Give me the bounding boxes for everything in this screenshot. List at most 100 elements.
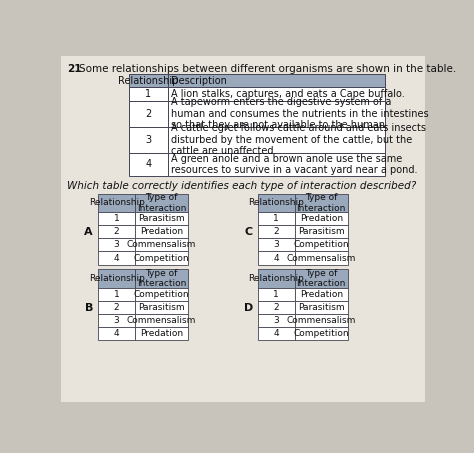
Text: Parasitism: Parasitism	[298, 227, 345, 236]
Text: 2: 2	[273, 227, 279, 236]
Bar	[135, 288, 188, 301]
Text: 3: 3	[114, 241, 119, 250]
Text: Relationship: Relationship	[89, 198, 145, 207]
Text: Predation: Predation	[300, 214, 343, 223]
Bar	[168, 101, 385, 127]
Bar	[135, 327, 188, 340]
Text: Commensalism: Commensalism	[286, 316, 356, 325]
Bar	[98, 212, 135, 225]
Text: Parasitism: Parasitism	[138, 303, 185, 312]
Text: Type of
Interaction: Type of Interaction	[297, 269, 346, 288]
Bar	[98, 251, 135, 265]
Bar	[295, 212, 347, 225]
Text: 3: 3	[114, 316, 119, 325]
Text: 1: 1	[114, 290, 119, 299]
Text: Which table correctly identifies each type of interaction described?: Which table correctly identifies each ty…	[67, 181, 416, 192]
Bar	[258, 194, 295, 212]
Text: Relationship: Relationship	[248, 198, 304, 207]
Text: Parasitism: Parasitism	[138, 214, 185, 223]
Text: 4: 4	[146, 159, 151, 169]
Bar	[258, 314, 295, 327]
Bar	[168, 74, 385, 87]
Bar	[295, 314, 347, 327]
Bar	[129, 74, 168, 87]
Text: C: C	[244, 227, 253, 237]
Text: Competition: Competition	[293, 329, 349, 338]
Bar	[98, 194, 135, 212]
Text: 3: 3	[273, 316, 279, 325]
Bar	[98, 327, 135, 340]
Bar	[295, 288, 347, 301]
Bar	[98, 288, 135, 301]
Bar	[258, 327, 295, 340]
Text: A cattle egret follows cattle around and eats insects
disturbed by the movement : A cattle egret follows cattle around and…	[171, 123, 426, 156]
Bar	[295, 301, 347, 314]
Bar	[135, 194, 188, 212]
Bar	[295, 194, 347, 212]
Bar	[295, 251, 347, 265]
Text: A: A	[84, 227, 93, 237]
Text: Competition: Competition	[134, 254, 189, 263]
Text: Relationship: Relationship	[118, 76, 179, 86]
Bar	[295, 225, 347, 238]
Text: D: D	[244, 303, 253, 313]
Bar	[135, 212, 188, 225]
Text: Commensalism: Commensalism	[127, 241, 196, 250]
Text: 2: 2	[145, 109, 152, 119]
Bar	[129, 101, 168, 127]
Text: 21: 21	[67, 63, 82, 73]
Text: 1: 1	[273, 290, 279, 299]
Bar	[295, 238, 347, 251]
Text: 2: 2	[114, 227, 119, 236]
Bar	[168, 87, 385, 101]
Text: B: B	[84, 303, 93, 313]
Text: 1: 1	[146, 89, 151, 99]
Text: 1: 1	[114, 214, 119, 223]
Text: 2: 2	[114, 303, 119, 312]
Bar	[135, 314, 188, 327]
Bar	[98, 225, 135, 238]
Bar	[295, 269, 347, 288]
Bar	[129, 87, 168, 101]
Text: Predation: Predation	[300, 290, 343, 299]
Text: Some relationships between different organisms are shown in the table.: Some relationships between different org…	[80, 63, 456, 73]
Text: 4: 4	[273, 254, 279, 263]
Text: 3: 3	[273, 241, 279, 250]
Bar	[98, 269, 135, 288]
Bar	[135, 269, 188, 288]
Text: Relationship: Relationship	[248, 274, 304, 283]
Bar	[258, 225, 295, 238]
Text: A green anole and a brown anole use the same
resources to survive in a vacant ya: A green anole and a brown anole use the …	[171, 154, 417, 175]
Text: Competition: Competition	[134, 290, 189, 299]
Bar	[135, 251, 188, 265]
Bar	[258, 288, 295, 301]
Bar	[98, 301, 135, 314]
Text: Commensalism: Commensalism	[127, 316, 196, 325]
Text: Description: Description	[171, 76, 227, 86]
Text: Commensalism: Commensalism	[286, 254, 356, 263]
Text: A lion stalks, captures, and eats a Cape buffalo.: A lion stalks, captures, and eats a Cape…	[171, 89, 405, 99]
Text: 2: 2	[273, 303, 279, 312]
Bar	[98, 238, 135, 251]
Bar	[258, 251, 295, 265]
Bar	[135, 238, 188, 251]
Text: 1: 1	[273, 214, 279, 223]
Bar	[135, 225, 188, 238]
Bar	[129, 153, 168, 176]
Text: Type of
Interaction: Type of Interaction	[137, 269, 186, 288]
Bar	[129, 127, 168, 153]
Bar	[168, 153, 385, 176]
Text: 4: 4	[273, 329, 279, 338]
Bar	[168, 127, 385, 153]
Text: Type of
Interaction: Type of Interaction	[297, 193, 346, 212]
Bar	[258, 301, 295, 314]
Bar	[258, 269, 295, 288]
Bar	[258, 238, 295, 251]
Text: 4: 4	[114, 329, 119, 338]
Bar	[295, 327, 347, 340]
Text: Relationship: Relationship	[89, 274, 145, 283]
Text: Competition: Competition	[293, 241, 349, 250]
Text: 3: 3	[146, 135, 151, 145]
Text: Predation: Predation	[140, 227, 183, 236]
Text: Predation: Predation	[140, 329, 183, 338]
